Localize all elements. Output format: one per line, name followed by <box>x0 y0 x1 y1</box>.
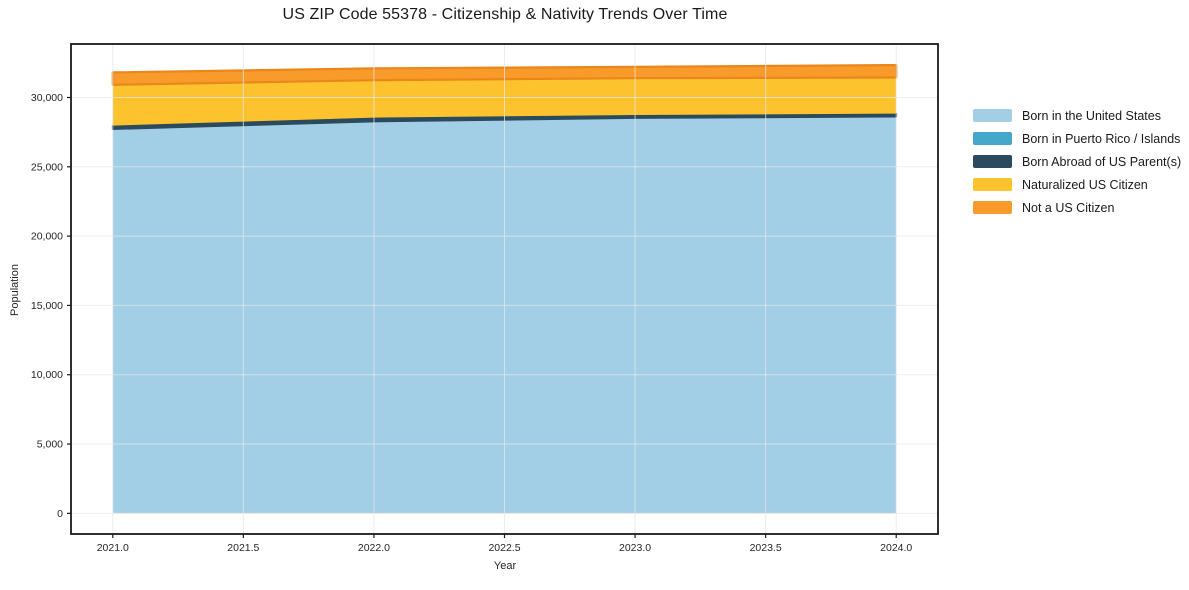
y-tick-label: 25,000 <box>31 161 63 173</box>
x-tick-label: 2023.5 <box>750 542 782 554</box>
legend-swatch <box>973 132 1012 145</box>
legend-item: Born in the United States <box>973 104 1181 127</box>
x-tick-label: 2022.0 <box>358 542 390 554</box>
legend-label: Born in Puerto Rico / Islands <box>1022 131 1181 146</box>
y-tick-label: 15,000 <box>31 300 63 312</box>
legend-item: Not a US Citizen <box>973 196 1181 219</box>
x-tick-label: 2022.5 <box>488 542 520 554</box>
legend-label: Born Abroad of US Parent(s) <box>1022 154 1182 169</box>
legend: Born in the United States Born in Puerto … <box>973 104 1181 219</box>
legend-label: Born in the United States <box>1022 108 1161 123</box>
y-axis-label: Population <box>9 264 21 316</box>
y-tick-label: 30,000 <box>31 92 63 104</box>
legend-item: Naturalized US Citizen <box>973 173 1181 196</box>
legend-label: Naturalized US Citizen <box>1022 177 1148 192</box>
y-tick-label: 10,000 <box>31 369 63 381</box>
x-tick-label: 2021.0 <box>97 542 129 554</box>
y-tick-label: 0 <box>57 508 63 520</box>
legend-swatch <box>973 155 1012 168</box>
x-tick-label: 2023.0 <box>619 542 651 554</box>
y-tick-label: 5,000 <box>37 439 63 451</box>
x-axis-label: Year <box>493 560 517 572</box>
legend-item: Born Abroad of US Parent(s) <box>973 150 1181 173</box>
chart-title: US ZIP Code 55378 - Citizenship & Nativi… <box>282 6 728 23</box>
legend-item: Born in Puerto Rico / Islands <box>973 127 1181 150</box>
legend-swatch <box>973 178 1012 191</box>
y-tick-label: 20,000 <box>31 231 63 243</box>
legend-swatch <box>973 109 1012 122</box>
legend-label: Not a US Citizen <box>1022 200 1115 215</box>
x-tick-label: 2024.0 <box>880 542 912 554</box>
legend-swatch <box>973 201 1012 214</box>
x-tick-label: 2021.5 <box>227 542 259 554</box>
